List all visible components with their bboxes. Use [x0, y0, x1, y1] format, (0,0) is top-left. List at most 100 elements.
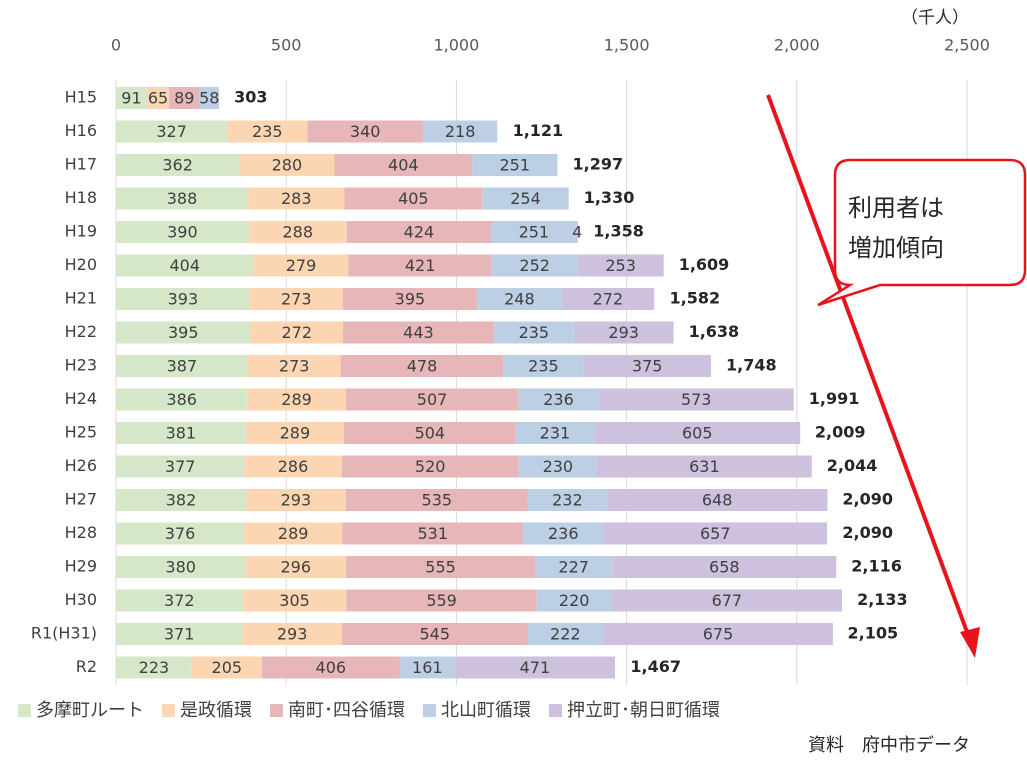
total-label: 1,638 — [689, 322, 740, 341]
legend-swatch — [549, 704, 562, 717]
bar-segment — [596, 455, 812, 478]
bar-segment — [603, 623, 833, 645]
segment-label: 504 — [415, 424, 446, 443]
segment-label: 648 — [702, 491, 733, 510]
bar-segment — [116, 288, 250, 310]
segment-label: 272 — [593, 290, 624, 309]
bar-segment — [342, 288, 478, 310]
bar-segment — [247, 388, 346, 411]
source: 資料 府中市データ — [808, 735, 970, 756]
segment-label: 372 — [164, 591, 195, 610]
bar-segment — [253, 254, 349, 277]
bar-segment — [343, 321, 494, 344]
x-tick-label: 0 — [111, 36, 121, 55]
bar-segment — [344, 422, 516, 444]
segment-label: 675 — [703, 625, 734, 644]
bar-segment — [307, 120, 424, 143]
bar-segment — [573, 321, 674, 344]
segment-label: 443 — [403, 323, 434, 342]
legend-swatch — [423, 704, 436, 717]
total-label: 2,133 — [857, 590, 908, 609]
segment-label: 222 — [550, 625, 581, 644]
bar-segment — [341, 455, 519, 478]
bar-segment — [116, 221, 249, 243]
segment-label: 340 — [350, 122, 381, 141]
bar-segment — [248, 221, 347, 243]
bar-segment — [482, 187, 569, 210]
category-label: H16 — [65, 121, 97, 140]
bar-segment — [116, 87, 147, 109]
category-label: H20 — [65, 255, 97, 274]
bar-segment — [515, 422, 595, 444]
segment-label: 405 — [398, 189, 429, 208]
segment-label: 658 — [709, 558, 740, 577]
total-label: 2,090 — [842, 490, 893, 509]
segment-label: 305 — [279, 591, 310, 610]
segment-label: 272 — [281, 323, 312, 342]
category-label: H24 — [65, 389, 97, 408]
x-tick-label: 2,500 — [944, 36, 990, 55]
bar-segment — [535, 556, 613, 578]
bar-segment — [116, 187, 249, 210]
bar-segment — [116, 422, 246, 444]
bar-segment — [576, 221, 578, 243]
category-label: H26 — [65, 456, 97, 475]
segment-label: 362 — [162, 156, 193, 175]
legend-label: 南町･四谷循環 — [288, 700, 405, 721]
legend-swatch — [270, 704, 283, 717]
segment-label: 288 — [283, 223, 314, 242]
bar-segment — [116, 522, 244, 545]
segment-label: 388 — [167, 189, 198, 208]
segment-label: 235 — [528, 357, 559, 376]
total-label: 1,991 — [809, 389, 860, 408]
legend-label: 是政循環 — [180, 700, 252, 721]
category-label: H27 — [65, 490, 97, 509]
segment-label: 657 — [700, 524, 731, 543]
bar-segment — [243, 522, 343, 545]
bar-segment — [594, 422, 801, 444]
segment-label: 631 — [689, 457, 720, 476]
segment-label: 251 — [519, 223, 550, 242]
segment-label: 395 — [395, 290, 426, 309]
segment-label: 227 — [558, 558, 589, 577]
segment-label: 248 — [504, 290, 535, 309]
bar-segment — [116, 489, 247, 511]
segment-label: 404 — [169, 256, 200, 275]
segment-label: 293 — [277, 625, 308, 644]
segment-label: 535 — [422, 491, 453, 510]
trend-arrow — [766, 94, 972, 641]
category-label: H25 — [65, 423, 97, 442]
segment-label: 230 — [543, 457, 574, 476]
segment-label: 289 — [281, 390, 312, 409]
legend-label: 押立町･朝日町循環 — [567, 700, 720, 721]
bar-segment — [116, 556, 246, 578]
bar-segment — [244, 455, 342, 478]
total-label: 1,358 — [593, 222, 644, 241]
total-label: 1,609 — [679, 255, 730, 274]
segment-label: 424 — [404, 223, 435, 242]
bar-segment — [345, 489, 528, 511]
segment-label: 65 — [148, 89, 168, 108]
bar-segment — [399, 656, 455, 679]
segment-label: 273 — [279, 357, 310, 376]
bar-segment — [577, 254, 664, 277]
segment-label: 555 — [425, 558, 456, 577]
segment-label: 531 — [417, 524, 448, 543]
bar-segment — [523, 522, 604, 545]
segment-label: 381 — [166, 424, 197, 443]
annotation-line: 増加傾向 — [848, 234, 944, 262]
bar-segment — [612, 556, 837, 578]
segment-label: 58 — [199, 89, 219, 108]
segment-label: 377 — [165, 457, 196, 476]
total-label: 303 — [234, 88, 267, 107]
segment-label: 371 — [164, 625, 195, 644]
segment-label: 279 — [286, 256, 317, 275]
category-label: R1(H31) — [31, 624, 97, 643]
segment-label: 231 — [540, 424, 571, 443]
segment-label: 4 — [572, 223, 582, 242]
segment-label: 380 — [165, 558, 196, 577]
segment-label: 421 — [405, 256, 436, 275]
legend-swatch — [18, 704, 31, 717]
total-label: 2,116 — [851, 557, 902, 576]
bar-segment — [561, 288, 655, 310]
